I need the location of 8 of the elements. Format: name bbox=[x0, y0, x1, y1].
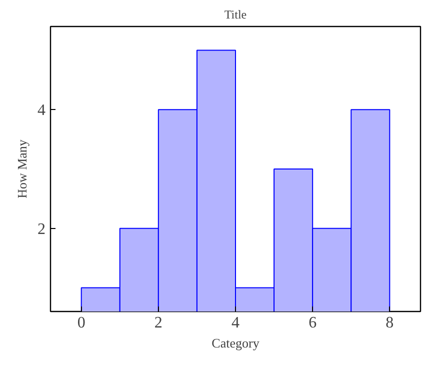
x-axis-title: Category bbox=[212, 336, 260, 350]
x-tick-label: 8 bbox=[386, 314, 394, 332]
x-tick-label: 0 bbox=[77, 314, 86, 332]
x-tick-label: 2 bbox=[154, 314, 162, 332]
y-axis-title: How Many bbox=[14, 139, 30, 198]
x-tick-label: 4 bbox=[232, 314, 240, 332]
chart-title: Title bbox=[224, 8, 247, 22]
x-tick-label: 6 bbox=[308, 314, 317, 332]
